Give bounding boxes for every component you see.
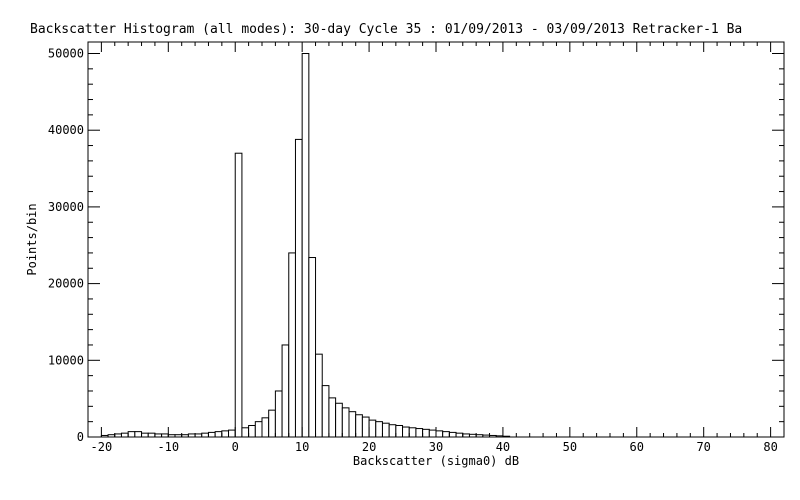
histogram-bar [201, 432, 209, 438]
histogram-bar [281, 344, 290, 438]
x-tick-label: -20 [91, 440, 113, 454]
histogram-bar [288, 252, 296, 438]
chart-title: Backscatter Histogram (all modes): 30-da… [30, 22, 742, 37]
histogram-bar [228, 429, 236, 438]
histogram-bar [274, 390, 283, 438]
histogram-bar [301, 53, 310, 438]
histogram-bar [368, 419, 377, 438]
histogram-bar [141, 432, 149, 438]
histogram-bar [402, 426, 410, 438]
histogram-bar [428, 429, 437, 438]
bars-group [100, 53, 511, 438]
histogram-bar [268, 409, 276, 438]
histogram-bar [408, 427, 417, 438]
plot-frame [87, 41, 785, 438]
y-tick-label: 0 [77, 430, 84, 444]
histogram-bar [120, 432, 129, 438]
x-tick-label: 30 [429, 440, 443, 454]
histogram-bar [435, 430, 444, 438]
histogram-bar [261, 417, 270, 438]
x-tick-label: 60 [630, 440, 644, 454]
x-tick-label: 70 [696, 440, 710, 454]
histogram-bar [134, 431, 143, 438]
histogram-bar [221, 430, 230, 438]
histogram-bar [381, 422, 390, 438]
histogram-bar [207, 431, 216, 438]
histogram-bar [415, 428, 424, 438]
histogram-bar [361, 416, 370, 438]
x-tick-label: 80 [763, 440, 777, 454]
histogram-bar [315, 353, 323, 438]
histogram-bar [308, 257, 317, 438]
histogram-bar [335, 402, 343, 438]
y-axis-label: Points/bin [25, 203, 39, 275]
histogram-bar [147, 432, 156, 438]
histogram-bar [294, 138, 303, 438]
x-tick-label: -10 [157, 440, 179, 454]
axes-group: -20 -10 0 10 20 30 40 50 60 70 80 0 10000 20000 30000 4… [48, 42, 784, 454]
x-tick-label: 50 [563, 440, 577, 454]
histogram-bar [127, 431, 136, 438]
histogram-bar [395, 424, 404, 438]
y-tick-label: 30000 [48, 200, 84, 214]
x-tick-label: 40 [496, 440, 510, 454]
histogram-bar [214, 431, 223, 438]
histogram-bar [422, 428, 430, 438]
histogram-bar [241, 427, 250, 438]
histogram-bar [328, 397, 337, 438]
x-tick-label: 0 [232, 440, 239, 454]
y-tick-label: 50000 [48, 47, 84, 61]
histogram-bar [348, 411, 357, 438]
histogram-bar [234, 152, 243, 438]
histogram-bar [254, 421, 263, 438]
histogram-bar [355, 414, 363, 438]
histogram-bar [321, 385, 330, 438]
histogram-bar [388, 424, 397, 438]
histogram-bar [442, 431, 450, 438]
x-tick-label: 10 [295, 440, 309, 454]
histogram-bar [248, 424, 256, 438]
histogram-bar [455, 432, 464, 438]
histogram-bar [375, 421, 383, 438]
y-tick-label: 10000 [48, 353, 84, 367]
histogram-bar [448, 431, 457, 438]
x-axis-label: Backscatter (sigma0) dB [353, 454, 519, 468]
y-tick-label: 40000 [48, 123, 84, 137]
y-tick-label: 20000 [48, 277, 84, 291]
x-tick-label: 20 [362, 440, 376, 454]
histogram-bar [341, 407, 350, 438]
